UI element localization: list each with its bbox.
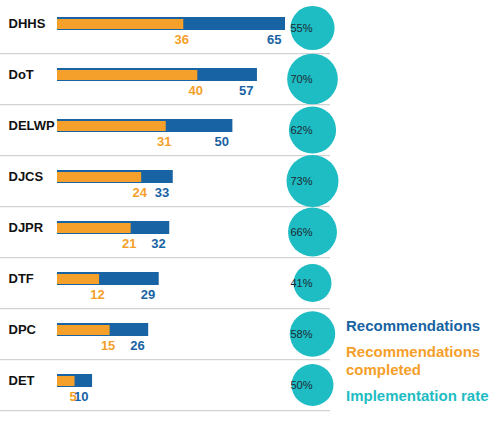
svg-text:65: 65 [267, 32, 281, 47]
svg-text:DELWP: DELWP [9, 118, 56, 133]
svg-text:62%: 62% [290, 124, 312, 136]
svg-text:24: 24 [132, 185, 147, 200]
svg-text:50: 50 [214, 134, 228, 149]
svg-text:26: 26 [130, 338, 144, 353]
svg-text:55%: 55% [290, 22, 312, 34]
html-text:Recommendations: Recommendations [346, 317, 481, 334]
svg-text:58%: 58% [290, 328, 312, 340]
svg-text:50%: 50% [290, 379, 312, 391]
svg-text:10: 10 [74, 389, 89, 405]
html-text:Recommendations completed: Recommendations completed [346, 343, 481, 378]
svg-text:DoT: DoT [9, 67, 34, 82]
svg-text:DTF: DTF [9, 271, 34, 286]
svg-text:32: 32 [151, 236, 165, 251]
svg-text:36: 36 [175, 32, 189, 47]
svg-text:15: 15 [101, 338, 115, 353]
svg-text:66%: 66% [290, 226, 312, 238]
svg-text:33: 33 [155, 185, 169, 200]
svg-text:21: 21 [122, 236, 136, 251]
svg-text:31: 31 [157, 134, 171, 149]
svg-text:DJPR: DJPR [9, 220, 44, 235]
svg-text:40: 40 [189, 83, 203, 98]
svg-text:70%: 70% [290, 73, 312, 85]
html-text:Implementation rate: Implementation rate [346, 387, 489, 404]
svg-text:DPC: DPC [9, 322, 37, 337]
svg-text:73%: 73% [290, 175, 312, 187]
svg-text:5: 5 [69, 389, 76, 404]
svg-text:12: 12 [90, 287, 104, 302]
svg-text:57: 57 [239, 83, 253, 98]
svg-text:DHHS: DHHS [9, 16, 46, 31]
svg-text:DET: DET [9, 373, 35, 388]
svg-text:41%: 41% [290, 277, 312, 289]
svg-text:29: 29 [141, 287, 155, 302]
svg-text:DJCS: DJCS [9, 169, 44, 184]
